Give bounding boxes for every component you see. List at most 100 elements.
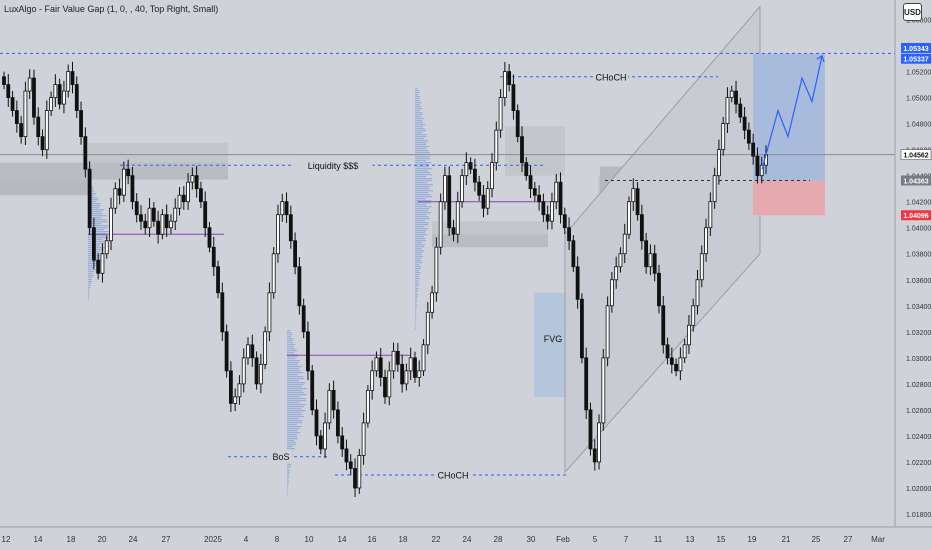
price-badge: [901, 53, 931, 64]
candle-body: [57, 84, 62, 105]
volume-profile-bar: [287, 354, 298, 356]
annotation-label: Liquidity $$$: [308, 161, 359, 171]
candle-body: [327, 389, 332, 424]
x-tick-label: 10: [305, 535, 314, 544]
currency-button[interactable]: USD: [903, 3, 922, 21]
x-tick-label: Feb: [556, 535, 570, 544]
volume-profile-bar: [287, 342, 293, 344]
candle-body: [130, 175, 135, 203]
volume-profile-bar: [415, 98, 420, 100]
volume-profile-bar: [287, 486, 289, 488]
candle-body: [644, 240, 649, 268]
volume-profile-bar: [287, 480, 289, 482]
volume-profile-bar: [415, 112, 423, 114]
candle-body: [721, 123, 726, 151]
indicator-legend[interactable]: LuxAlgo - Fair Value Gap (1, 0, , 40, To…: [4, 4, 219, 14]
volume-profile-bar: [88, 283, 91, 285]
volume-profile-bar: [287, 404, 307, 406]
candle-body: [96, 259, 101, 274]
volume-profile-bar: [88, 279, 92, 281]
volume-profile-bar: [88, 289, 90, 291]
volume-profile-bar: [287, 372, 304, 374]
volume-profile-bar: [415, 88, 418, 90]
x-tick-label: 19: [748, 535, 757, 544]
volume-profile-bar: [287, 336, 292, 338]
volume-profile-bar: [415, 246, 425, 248]
candle-body: [597, 422, 601, 463]
volume-profile-bar: [415, 314, 416, 316]
volume-profile-bar: [287, 394, 307, 396]
volume-profile-bar: [287, 386, 302, 388]
volume-profile-bar: [415, 120, 423, 122]
volume-profile-bar: [415, 296, 418, 298]
volume-profile-bar: [88, 299, 89, 301]
candle-body: [207, 227, 212, 248]
candle-body: [301, 305, 306, 333]
annotation-label: FVG: [544, 334, 563, 344]
candle-body: [91, 227, 96, 261]
volume-profile-bar: [88, 229, 105, 231]
volume-profile-bar: [415, 178, 432, 180]
candle-body: [121, 168, 126, 196]
volume-profile-bar: [287, 478, 289, 480]
volume-profile-bar: [287, 492, 288, 494]
candle-body: [742, 116, 747, 131]
volume-profile-bar: [287, 350, 297, 352]
candle-body: [605, 305, 610, 359]
volume-profile-bar: [88, 213, 103, 215]
candle-body: [14, 110, 19, 125]
volume-profile-bar: [88, 261, 97, 263]
volume-profile-bar: [287, 364, 298, 366]
volume-profile-bar: [287, 332, 292, 334]
candle-body: [537, 194, 542, 203]
candle-body: [70, 71, 75, 85]
candle-body: [661, 305, 666, 346]
volume-profile-bar: [287, 346, 294, 348]
candle-body: [233, 396, 238, 404]
y-tick-label: 1.05200: [906, 70, 931, 77]
volume-profile-bar: [287, 362, 299, 364]
x-tick-label: 14: [338, 535, 347, 544]
candle-body: [481, 194, 486, 209]
candle-body: [704, 227, 708, 255]
volume-profile-bar: [415, 92, 420, 94]
volume-profile-bar: [415, 200, 432, 202]
volume-profile-bar: [415, 240, 427, 242]
x-tick-label: 27: [162, 535, 171, 544]
volume-profile-bar: [88, 253, 104, 255]
volume-profile-bar: [415, 214, 427, 216]
price-badge: [901, 210, 931, 221]
volume-profile-bar: [415, 320, 416, 322]
candle-body: [224, 331, 229, 372]
volume-profile-bar: [287, 432, 301, 434]
candle-body: [156, 220, 161, 235]
x-tick-label: 18: [67, 535, 76, 544]
candle-body: [532, 188, 537, 196]
candle-body: [126, 168, 131, 177]
candle-body: [601, 357, 606, 424]
volume-profile-bar: [88, 231, 110, 233]
candle-body: [139, 214, 143, 222]
volume-profile-bar: [415, 144, 427, 146]
candle-body: [460, 175, 464, 203]
candle-body: [678, 357, 683, 372]
candle-body: [520, 136, 524, 164]
volume-profile-bar: [287, 472, 290, 474]
annotation-label-bg: [541, 331, 565, 345]
volume-profile-bar: [287, 494, 288, 496]
y-tick-label: 1.03600: [906, 278, 931, 285]
price-badge: [900, 149, 932, 160]
volume-profile-bar: [415, 96, 421, 98]
candle-body: [657, 272, 661, 307]
volume-profile-bar: [415, 254, 422, 256]
volume-profile-bar: [415, 230, 427, 232]
volume-profile-bar: [415, 234, 428, 236]
volume-profile-bar: [287, 420, 303, 422]
x-tick-label: 15: [717, 535, 726, 544]
candle-body: [306, 331, 310, 372]
volume-profile-bar: [88, 263, 98, 265]
x-tick-label: 12: [2, 535, 11, 544]
volume-profile-bar: [415, 148, 426, 150]
annotation-label-bg: [436, 467, 470, 481]
